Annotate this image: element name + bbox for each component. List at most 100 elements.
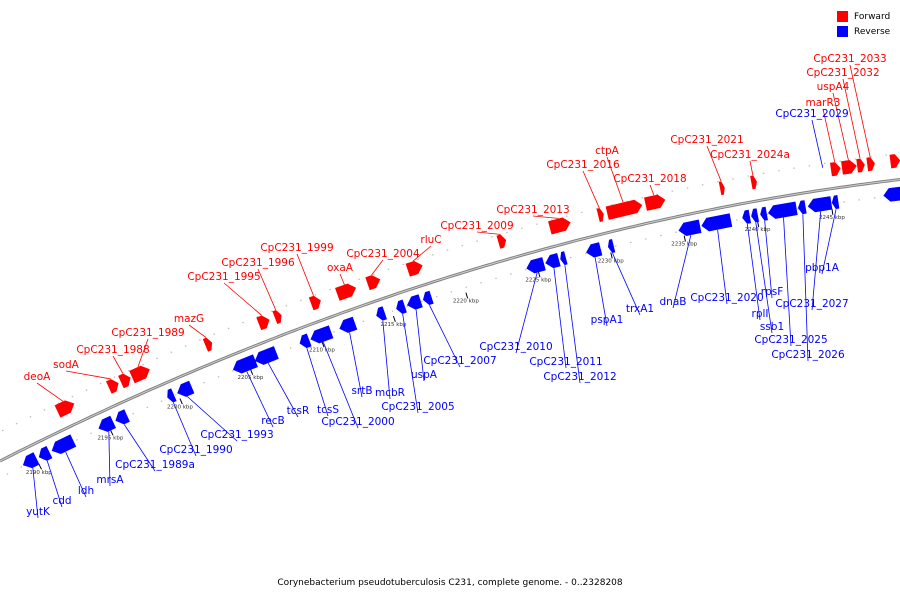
gene-ldh [51, 434, 77, 455]
gene-CpC231_1990 [167, 388, 177, 403]
label-pspA1: pspA1 [591, 314, 624, 326]
leader-CpC231_1989 [137, 338, 149, 367]
gene-uspA4 [841, 159, 857, 175]
gene-trxA1 [607, 239, 616, 253]
legend-reverse: Reverse [837, 24, 890, 39]
leader-ctpA [606, 156, 624, 203]
leader-rpsF [764, 220, 773, 299]
axis-tick-label: 2230 kbp [598, 259, 624, 265]
label-CpC231_2005: CpC231_2005 [381, 401, 454, 413]
legend-forward: Forward [837, 9, 890, 24]
label-marR3: marR3 [806, 97, 841, 109]
leader-dnaB [672, 235, 692, 309]
gene-CpC231_1993 [177, 380, 195, 397]
leader-CpC231_2033 [849, 64, 871, 158]
leader-CpC231_1995 [223, 282, 262, 316]
gene-CpC231_1999 [308, 295, 321, 311]
gene-CpC231_2027 [807, 196, 833, 213]
leader-CpC231_2000 [322, 341, 359, 429]
label-CpC231_2004: CpC231_2004 [346, 248, 420, 260]
leader-CpC231_2029 [811, 119, 824, 168]
axis-tick [179, 398, 183, 405]
leader-mazG [188, 324, 207, 338]
gene-rplI [742, 209, 752, 224]
label-uspA4: uspA4 [817, 81, 850, 93]
axis-tick [683, 235, 686, 242]
leader-rplI [746, 223, 761, 321]
gene-CpC231_1988 [118, 373, 131, 389]
axis-tick-label: 2200 kbp [167, 405, 193, 411]
label-CpC231_2012: CpC231_2012 [543, 371, 616, 383]
label-CpC231_2029: CpC231_2029 [775, 108, 848, 120]
leader-CpC231_2025 [783, 217, 792, 347]
gene-labels: 2190 kbp 2195 kbp 2200 kbp 2205 kbp 2210 kbp… [24, 53, 887, 518]
axis-tick [249, 368, 254, 375]
axis-tick [610, 252, 613, 259]
gene-CpC231_2004 [365, 275, 381, 291]
leader-CpC231_1990 [173, 402, 197, 457]
label-ssb1: ssb1 [760, 321, 784, 333]
label-recB: recB [261, 415, 285, 427]
leader-sodA [65, 370, 111, 380]
label-tcsS: tcsS [317, 404, 339, 416]
gene-srtB [339, 316, 358, 333]
gene-CpC231_1989 [129, 365, 150, 384]
leader-CpC231_2020 [717, 229, 728, 305]
leader-CpC231_2024a [749, 160, 754, 176]
label-mazG: mazG [174, 313, 204, 325]
leader-cdd [46, 460, 63, 508]
gene-features [22, 154, 900, 469]
gene-CpC231_2000 [310, 325, 334, 344]
label-CpC231_2020: CpC231_2020 [690, 292, 763, 304]
legend-reverse-label: Reverse [854, 26, 891, 37]
gene-yutK [22, 452, 40, 469]
label-CpC231_1988: CpC231_1988 [76, 344, 149, 356]
gene-CpC231_2007 [422, 290, 434, 306]
leader-recB [246, 371, 274, 428]
gene-CpC231_2009 [496, 234, 507, 249]
leader-yutK [32, 467, 39, 519]
leader-uspA4 [832, 92, 849, 161]
gene-sodA [106, 379, 119, 394]
gene-CpC231_2024a [750, 175, 757, 190]
label-trxA1: trxA1 [626, 303, 654, 315]
leader-CpC231_2004 [371, 259, 384, 276]
label-ldh: ldh [78, 485, 94, 497]
leader-mrsA [108, 431, 111, 487]
legend: Forward Reverse [837, 9, 890, 39]
axis-tick-label: 2195 kbp [97, 436, 123, 442]
gene-tcsS [299, 333, 312, 349]
label-rluC: rluC [420, 234, 441, 246]
leader-CpC231_2018 [649, 184, 655, 196]
gene-edge-forward-fragment [889, 154, 900, 169]
leader-srtB [349, 332, 363, 398]
leader-marR3 [822, 108, 836, 163]
gene-CpC231_2013 [548, 217, 571, 235]
label-CpC231_2013: CpC231_2013 [496, 204, 569, 216]
gene-pbp1A [831, 195, 840, 210]
leader-CpC231_2021 [706, 145, 722, 182]
label-uspA: uspA [411, 369, 438, 381]
label-CpC231_1995: CpC231_1995 [187, 271, 260, 283]
gene-tcsR [254, 346, 279, 365]
label-tcsR: tcsR [287, 405, 310, 417]
gene-deoA [54, 400, 75, 418]
label-CpC231_1999: CpC231_1999 [260, 242, 333, 254]
label-CpC231_2026: CpC231_2026 [771, 349, 845, 361]
leader-CpC231_2007 [429, 305, 461, 368]
label-CpC231_2000: CpC231_2000 [321, 416, 394, 428]
label-oxaA: oxaA [327, 262, 354, 274]
legend-forward-label: Forward [854, 11, 891, 22]
label-CpC231_1993: CpC231_1993 [200, 429, 273, 441]
label-srtB: srtB [351, 385, 372, 397]
label-pbp1A: pbp1A [805, 262, 840, 274]
label-CpC231_2018: CpC231_2018 [613, 173, 686, 185]
gene-CpC231_1996 [272, 309, 282, 324]
leader-rluC [412, 245, 432, 262]
axis-tick [831, 208, 834, 215]
gene-pspA1 [586, 242, 603, 258]
label-CpC231_2025: CpC231_2025 [754, 334, 827, 346]
label-CpC231_2027: CpC231_2027 [775, 298, 848, 310]
label-CpC231_2011: CpC231_2011 [529, 356, 602, 368]
reverse-swatch [837, 26, 848, 37]
